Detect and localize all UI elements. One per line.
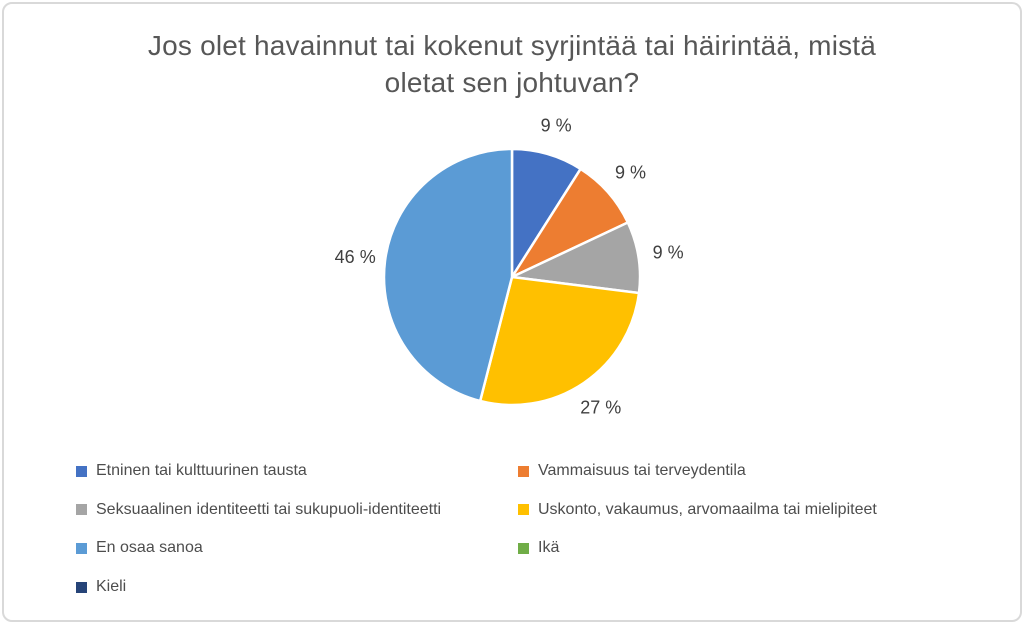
legend-label: Uskonto, vakaumus, arvomaailma tai mieli… xyxy=(538,500,877,518)
legend-swatch-icon xyxy=(76,542,87,554)
legend-label: Vammaisuus tai terveydentila xyxy=(538,462,746,480)
chart-title-line-1: Jos olet havainnut tai kokenut syrjintää… xyxy=(147,30,877,61)
pie-data-label: 46 % xyxy=(335,247,376,267)
legend: Etninen tai kulttuurinen tausta Vammaisu… xyxy=(76,452,986,606)
legend-item-kieli: Kieli xyxy=(76,578,518,596)
legend-item-etninen: Etninen tai kulttuurinen tausta xyxy=(76,462,518,480)
legend-item-seksuaalinen-identiteetti: Seksuaalinen identiteetti tai sukupuoli-… xyxy=(76,501,518,519)
pie-slice-4 xyxy=(478,275,641,407)
legend-swatch-icon xyxy=(518,465,529,477)
pie-data-label: 9 % xyxy=(653,242,684,262)
pie-data-label: 27 % xyxy=(580,398,621,418)
chart-title-line-2: oletat sen johtuvan? xyxy=(384,66,640,98)
legend-swatch-icon xyxy=(518,542,529,554)
legend-label: Kieli xyxy=(96,578,127,596)
legend-item-uskonto: Uskonto, vakaumus, arvomaailma tai mieli… xyxy=(518,501,986,519)
legend-label: En osaa sanoa xyxy=(96,539,203,557)
legend-item-ika: Ikä xyxy=(518,539,986,557)
legend-swatch-icon xyxy=(76,581,87,593)
legend-item-en-osaa-sanoa: En osaa sanoa xyxy=(76,539,518,557)
chart-title: Jos olet havainnut tai kokenut syrjintää… xyxy=(0,28,1024,102)
pie-slice-5 xyxy=(382,147,514,403)
legend-label: Seksuaalinen identiteetti tai sukupuoli-… xyxy=(96,500,442,518)
legend-swatch-icon xyxy=(518,504,529,516)
legend-item-vammaisuus: Vammaisuus tai terveydentila xyxy=(518,462,986,480)
legend-label: Etninen tai kulttuurinen tausta xyxy=(96,462,307,480)
legend-swatch-icon xyxy=(76,504,87,516)
legend-swatch-icon xyxy=(76,465,87,477)
pie-data-label: 9 % xyxy=(615,163,646,183)
pie-data-label: 9 % xyxy=(541,115,572,135)
legend-label: Ikä xyxy=(538,539,560,557)
